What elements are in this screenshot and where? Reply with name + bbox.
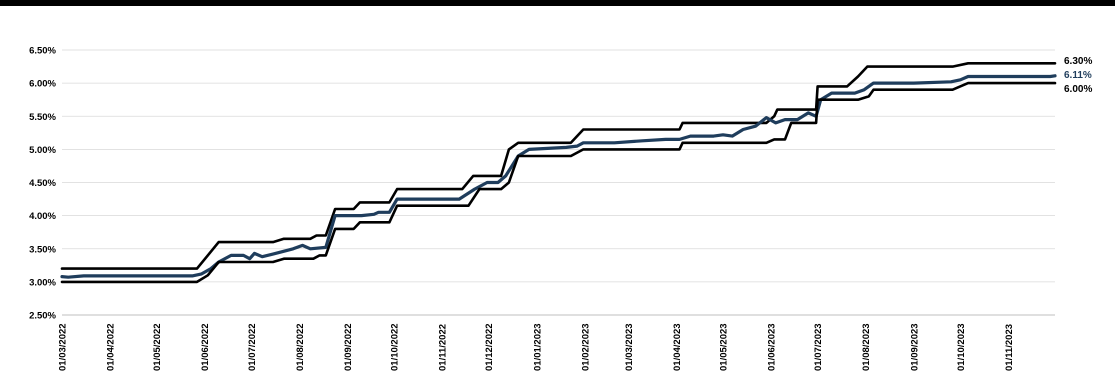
end-label: 6.00% (1064, 84, 1092, 95)
x-tick-label: 01/07/2022 (247, 323, 258, 371)
top-border-rule (0, 0, 1115, 6)
x-tick-label: 01/05/2023 (718, 323, 729, 371)
end-label: 6.11% (1064, 70, 1092, 81)
x-tick-label: 01/05/2022 (152, 323, 163, 371)
y-tick-label: 6.00% (29, 79, 56, 90)
x-tick-label: 01/01/2023 (532, 323, 543, 371)
x-tick-label: 01/04/2022 (106, 323, 117, 371)
y-tick-label: 5.50% (29, 112, 56, 123)
y-tick-label: 5.00% (29, 145, 56, 156)
x-tick-label: 01/03/2022 (58, 323, 69, 371)
series-lines (60, 62, 1057, 284)
x-tick-label: 01/03/2023 (624, 323, 635, 371)
x-tick-label: 01/06/2023 (767, 323, 778, 371)
lower-band-line (60, 81, 1057, 284)
x-tick-label: 01/08/2022 (295, 323, 306, 371)
y-tick-label: 3.00% (29, 277, 56, 288)
x-tick-label: 01/08/2023 (861, 323, 872, 371)
x-axis-ticks: 01/03/2022 01/04/2022 01/05/2022 01/06/2022… (58, 323, 1015, 371)
end-labels: 6.30% 6.11% 6.00% (1064, 56, 1092, 95)
x-tick-label: 01/12/2022 (484, 323, 495, 371)
y-tick-label: 3.50% (29, 244, 56, 255)
y-tick-label: 4.00% (29, 211, 56, 222)
gridlines (62, 49, 1055, 316)
upper-band-line (60, 62, 1057, 270)
x-tick-label: 01/10/2023 (956, 323, 967, 371)
x-tick-label: 01/02/2023 (580, 323, 591, 371)
y-tick-label: 6.50% (29, 46, 56, 57)
y-axis-ticks: 2.50% 3.00% 3.50% 4.00% 4.50% 5.00% 5.50% 6.00%… (29, 46, 56, 322)
x-tick-label: 01/04/2023 (672, 323, 683, 371)
mid-rate-line (60, 74, 1057, 279)
end-label: 6.30% (1064, 56, 1092, 67)
y-tick-label: 4.50% (29, 178, 56, 189)
x-tick-label: 01/11/2023 (1004, 324, 1015, 371)
y-tick-label: 2.50% (29, 311, 56, 322)
x-tick-label: 01/09/2023 (909, 323, 920, 371)
x-tick-label: 01/10/2022 (390, 323, 401, 371)
x-tick-label: 01/07/2023 (813, 323, 824, 371)
x-tick-label: 01/06/2022 (200, 323, 211, 371)
x-tick-label: 01/09/2022 (343, 323, 354, 371)
x-tick-label: 01/11/2022 (438, 324, 449, 371)
